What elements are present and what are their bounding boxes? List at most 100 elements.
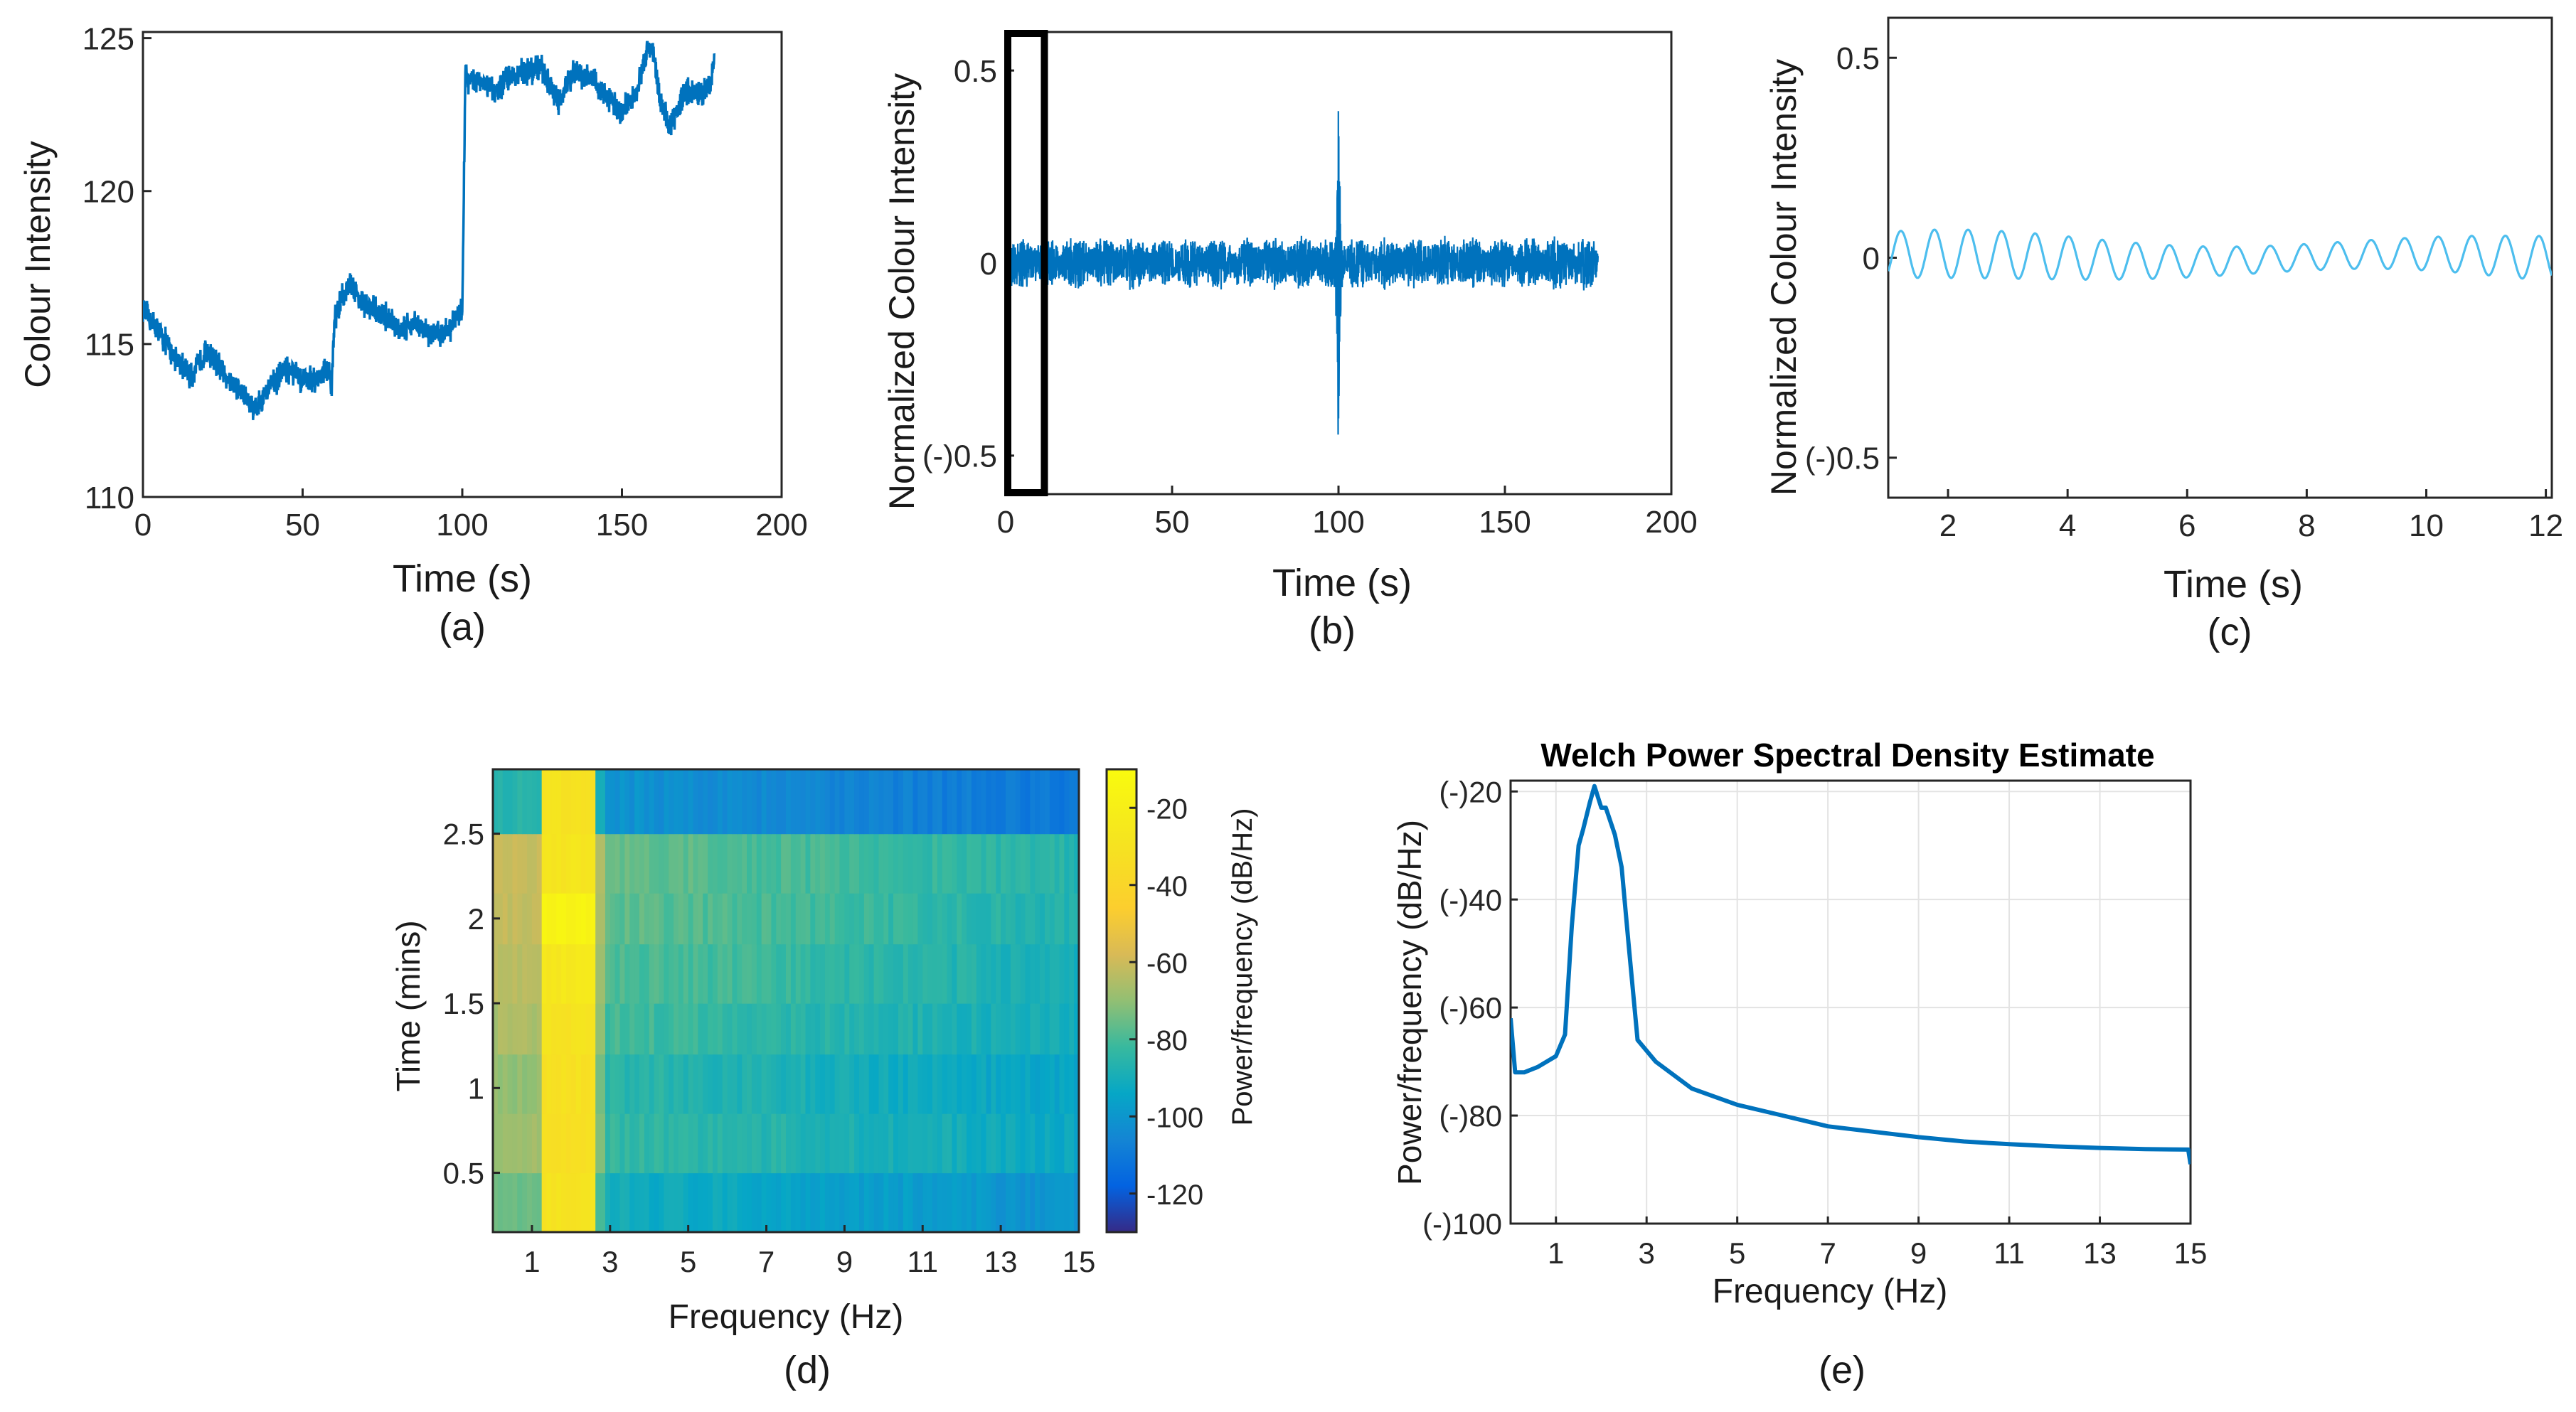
heatmap-cell	[639, 1054, 645, 1114]
heatmap-cell	[1044, 1003, 1050, 1055]
heatmap-cell	[619, 833, 625, 894]
heatmap-cell	[600, 833, 606, 894]
heatmap-cell	[1006, 1113, 1011, 1174]
heatmap-cell	[546, 1003, 552, 1055]
heatmap-cell	[619, 769, 625, 835]
panel-b: 0 50 100 150 200(-)0.500.5 Normalized Colour…	[882, 30, 1698, 652]
heatmap-cell	[688, 1172, 694, 1233]
series-line-a	[143, 41, 716, 420]
heatmap-cell	[781, 769, 787, 835]
heatmap-cell	[546, 1172, 552, 1233]
heatmap-cell	[1030, 833, 1036, 894]
heatmap-cell	[1049, 1054, 1055, 1114]
heatmap-cell	[585, 1003, 591, 1055]
heatmap-cell	[888, 833, 894, 894]
plot-area-c	[1887, 16, 2553, 499]
heatmap-cell	[570, 1003, 577, 1055]
heatmap-cell	[1001, 769, 1006, 835]
heatmap-cell	[849, 893, 855, 945]
a-xtick-label: 150	[596, 508, 648, 542]
heatmap-cell	[1049, 943, 1055, 1004]
heatmap-cell	[868, 769, 875, 835]
heatmap-cell	[654, 893, 660, 945]
heatmap-cell	[971, 1003, 977, 1055]
a-ytick-label: 115	[85, 328, 134, 363]
heatmap-cell	[878, 1113, 884, 1174]
heatmap-cell	[585, 943, 591, 1004]
heatmap-cell	[1020, 1172, 1026, 1233]
heatmap-cell	[952, 1172, 957, 1233]
heatmap-cell	[1010, 833, 1016, 894]
d-xtick-label: 13	[984, 1245, 1018, 1278]
heatmap-cell	[868, 1113, 875, 1174]
heatmap-cell	[683, 893, 689, 945]
heatmap-cell	[898, 833, 904, 894]
colorbar-tick-label: -60	[1146, 948, 1188, 979]
heatmap-cell	[619, 1172, 625, 1233]
heatmap-cell	[790, 1054, 797, 1114]
heatmap-cell	[1074, 1113, 1080, 1174]
heatmap-cell	[590, 769, 596, 835]
heatmap-cell	[751, 893, 757, 945]
panel-e: 1 3 5 7 9 11 13 15(-)20(-)40(-)60(-)80(-)100 We…	[1391, 737, 2207, 1391]
heatmap-cell	[761, 1113, 767, 1174]
heatmap-cell	[541, 1172, 548, 1233]
heatmap-cell	[1006, 769, 1011, 835]
heatmap-cell	[614, 943, 621, 1004]
heatmap-cell	[927, 833, 933, 894]
heatmap-cell	[1074, 1172, 1080, 1233]
heatmap-cell	[991, 1113, 996, 1174]
heatmap-cell	[829, 1003, 836, 1055]
heatmap-cell	[595, 1172, 601, 1233]
heatmap-cell	[1044, 1172, 1050, 1233]
colorbar-tick-label: -100	[1146, 1102, 1203, 1133]
heatmap-cell	[761, 943, 767, 1004]
heatmap-cell	[790, 1172, 797, 1233]
heatmap-cell	[570, 769, 577, 835]
heatmap-cell	[1040, 1003, 1045, 1055]
heatmap-cell	[829, 1054, 836, 1114]
heatmap-cell	[570, 1172, 577, 1233]
heatmap-cell	[664, 1172, 669, 1233]
heatmap-cell	[678, 1003, 684, 1055]
chart-title-e: Welch Power Spectral Density Estimate	[1540, 737, 2154, 774]
heatmap-cell	[932, 893, 938, 945]
heatmap-cell	[708, 1003, 713, 1055]
heatmap-cell	[815, 833, 821, 894]
heatmap-cell	[512, 769, 518, 835]
heatmap-cell	[1020, 943, 1026, 1004]
heatmap-cell	[1054, 833, 1060, 894]
heatmap-cell	[669, 893, 674, 945]
heatmap-cell	[546, 943, 552, 1004]
heatmap-cell	[781, 1054, 787, 1114]
heatmap-cell	[810, 1172, 816, 1233]
heatmap-cell	[1035, 1003, 1040, 1055]
heatmap-cell	[493, 833, 499, 894]
heatmap-cell	[1030, 1054, 1036, 1114]
heatmap-cell	[497, 943, 504, 1004]
heatmap-cell	[683, 1003, 689, 1055]
heatmap-cell	[873, 943, 880, 1004]
heatmap-cell	[1010, 943, 1016, 1004]
heatmap-cell	[795, 1003, 802, 1055]
heatmap-cell	[1001, 1003, 1006, 1055]
heatmap-cell	[742, 1003, 747, 1055]
heatmap-cell	[756, 1172, 762, 1233]
c-xtick-label: 12	[2528, 508, 2563, 543]
heatmap-cell	[527, 943, 533, 1004]
heatmap-cell	[1059, 1172, 1065, 1233]
heatmap-cell	[1006, 943, 1011, 1004]
heatmap-cell	[502, 1003, 509, 1055]
heatmap-cell	[536, 1113, 543, 1174]
heatmap-cell	[766, 833, 772, 894]
heatmap-cell	[531, 769, 538, 835]
heatmap-cell	[883, 1172, 889, 1233]
heatmap-cell	[659, 893, 664, 945]
heatmap-cell	[531, 943, 538, 1004]
heatmap-cell	[649, 943, 655, 1004]
heatmap-cell	[849, 769, 855, 835]
heatmap-cell	[854, 1172, 860, 1233]
a-xtick-label: 100	[436, 508, 488, 542]
b-xtick-label: 50	[1155, 505, 1190, 540]
heatmap-cell	[624, 769, 630, 835]
